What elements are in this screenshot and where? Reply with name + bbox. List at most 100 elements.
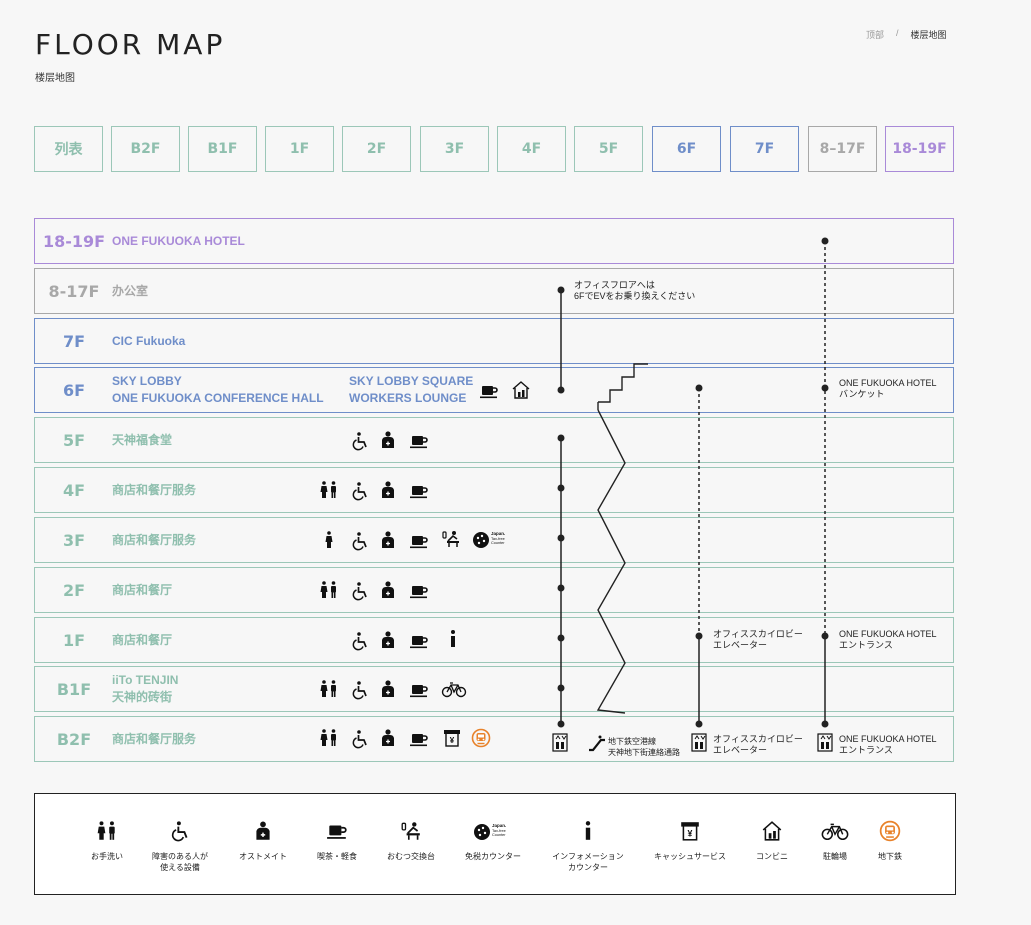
breadcrumb: 顶部 / 楼层地图 (866, 28, 947, 41)
legend-label-line: オストメイト (239, 852, 287, 861)
b2-sky-lobby-elevator-note: オフィススカイロビー エレベーター (713, 734, 803, 756)
floor-row-b1f[interactable]: B1F iiTo TENJIN 天神的砖街 (34, 666, 954, 712)
subway-icon (879, 820, 901, 842)
floor-name-line1: 办公室 (112, 283, 149, 298)
floor-name: 商店和餐厅 (112, 618, 172, 662)
b2-hotel-entrance-note: ONE FUKUOKA HOTEL エントランス (839, 734, 937, 756)
floor-name: 办公室 (112, 269, 148, 313)
legend-label: おむつ交換台 (366, 851, 456, 862)
legend-label: 障害のある人が 使える設備 (135, 851, 225, 873)
page-subtitle: 楼层地图 (35, 73, 75, 84)
accessible-icon (350, 631, 370, 651)
tab-4f[interactable]: 4F (497, 126, 566, 172)
diaper-icon (400, 820, 422, 842)
legend-item-atm: ¥ キャッシュサービス (645, 794, 735, 894)
info-icon (443, 629, 463, 649)
floor-row-1f[interactable]: 1F 商店和餐厅 (34, 617, 954, 663)
floor-name2-line2: WORKERS LOUNGE (349, 391, 467, 405)
floor-row-b2f[interactable]: B2F 商店和餐厅服务 ¥ (34, 716, 954, 762)
floor-row-18-19f[interactable]: 18-19F ONE FUKUOKA HOTEL (34, 218, 954, 264)
note-line: オフィスフロアへは (574, 280, 655, 290)
legend-item-bicycle-parking: 駐輪場 (790, 794, 880, 894)
ostomate-icon (378, 630, 398, 650)
floor-label: 2F (62, 580, 86, 600)
legend-item-cafe: 喫茶・軽食 (292, 794, 382, 894)
note-line: エントランス (839, 745, 893, 755)
subway-icon (471, 728, 491, 748)
accessible-icon (169, 820, 191, 842)
tab-1f[interactable]: 1F (265, 126, 334, 172)
floor-row-7f[interactable]: 7F CIC Fukuoka (34, 318, 954, 364)
note-line: ONE FUKUOKA HOTEL (839, 629, 937, 639)
legend-label: 駐輪場 (790, 851, 880, 862)
legend-label: 地下鉄 (845, 851, 935, 862)
cafe-icon (409, 680, 429, 700)
ostomate-icon (378, 430, 398, 450)
ostomate-icon (378, 679, 398, 699)
legend-label-line: おむつ交換台 (387, 852, 435, 861)
legend-label-line: インフォメーション (552, 852, 624, 861)
floor-name: 商店和餐厅服务 (112, 468, 196, 512)
legend-item-convenience-store: コンビニ (727, 794, 817, 894)
ostomate-icon (378, 580, 398, 600)
accessible-icon (350, 531, 370, 551)
floor-row-8-17f[interactable]: 8-17F 办公室 (34, 268, 954, 314)
floor-name-line1: ONE FUKUOKA HOTEL (112, 233, 245, 248)
tab-8-17f[interactable]: 8–17F (808, 126, 877, 172)
legend-label: 免税カウンター (448, 851, 538, 862)
floor-name-line1: 商店和餐厅服务 (112, 731, 197, 746)
tab-3f[interactable]: 3F (420, 126, 489, 172)
tab-5f[interactable]: 5F (574, 126, 643, 172)
restroom-female-icon (319, 530, 339, 550)
floor-row-2f[interactable]: 2F 商店和餐厅 (34, 567, 954, 613)
floor-name: SKY LOBBY ONE FUKUOKA CONFERENCE HALL (112, 368, 324, 412)
legend-item-ostomate: オストメイト (218, 794, 308, 894)
tab-7f[interactable]: 7F (730, 126, 799, 172)
convenience-store-icon (761, 820, 783, 842)
restroom-icon (319, 679, 339, 699)
floor-name-line2: 天神的砖街 (112, 690, 173, 704)
floor-label: 6F (62, 380, 86, 400)
tax-free-counter-text: Counter (492, 833, 506, 837)
tab-b2f[interactable]: B2F (111, 126, 180, 172)
legend-label-line: キャッシュサービス (654, 852, 726, 861)
floor-name-line2: ONE FUKUOKA CONFERENCE HALL (112, 391, 324, 405)
office-transfer-note: オフィスフロアへは 6FでEVをお乗り換えください (574, 280, 695, 302)
legend-label-line: コンビニ (756, 852, 788, 861)
hotel-entrance-note: ONE FUKUOKA HOTEL エントランス (839, 629, 937, 651)
floor-name-secondary: SKY LOBBY SQUARE WORKERS LOUNGE (349, 368, 473, 412)
floor-name: 商店和餐厅服务 (112, 518, 196, 562)
floor-name: ONE FUKUOKA HOTEL (112, 219, 245, 263)
ostomate-icon (378, 480, 398, 500)
cafe-icon (409, 631, 429, 651)
bicycle-parking-icon (441, 679, 467, 699)
floor-name-line1: 商店和餐厅服务 (112, 482, 197, 497)
tab-list[interactable]: 列表 (34, 126, 103, 172)
cafe-icon (409, 431, 429, 451)
tab-6f[interactable]: 6F (652, 126, 721, 172)
floor-name2-line1: SKY LOBBY SQUARE (349, 374, 474, 388)
tab-b1f[interactable]: B1F (188, 126, 257, 172)
floor-row-3f[interactable]: 3F 商店和餐厅服务 Japan. Tax-free Counter (34, 517, 954, 563)
floor-label: 7F (62, 331, 86, 351)
tax-free-icon: Japan. Tax-free Counter (472, 529, 512, 549)
cafe-icon (409, 481, 429, 501)
legend-label-line: カウンター (568, 863, 608, 872)
note-line: 天神地下街連絡通路 (608, 748, 680, 757)
svg-text:¥: ¥ (450, 736, 455, 745)
atm-icon: ¥ (442, 728, 462, 748)
page-title: FLOOR MAP (35, 28, 226, 61)
floor-name-line1: CIC Fukuoka (112, 333, 186, 348)
tab-2f[interactable]: 2F (342, 126, 411, 172)
tax-free-text: Tax-free (492, 829, 506, 833)
tab-18-19f[interactable]: 18-19F (885, 126, 954, 172)
legend-label: インフォメーション カウンター (543, 851, 633, 873)
floor-label: B1F (56, 679, 92, 699)
breadcrumb-home-link[interactable]: 顶部 (866, 30, 885, 40)
floor-row-4f[interactable]: 4F 商店和餐厅服务 (34, 467, 954, 513)
floor-name: iiTo TENJIN 天神的砖街 (112, 667, 178, 711)
floor-row-5f[interactable]: 5F 天神福食堂 (34, 417, 954, 463)
subway-connection-note: 地下鉄空港線 天神地下街連絡通路 (608, 736, 680, 758)
note-line: 地下鉄空港線 (608, 737, 656, 746)
floor-row-6f[interactable]: 6F SKY LOBBY ONE FUKUOKA CONFERENCE HALL… (34, 367, 954, 413)
